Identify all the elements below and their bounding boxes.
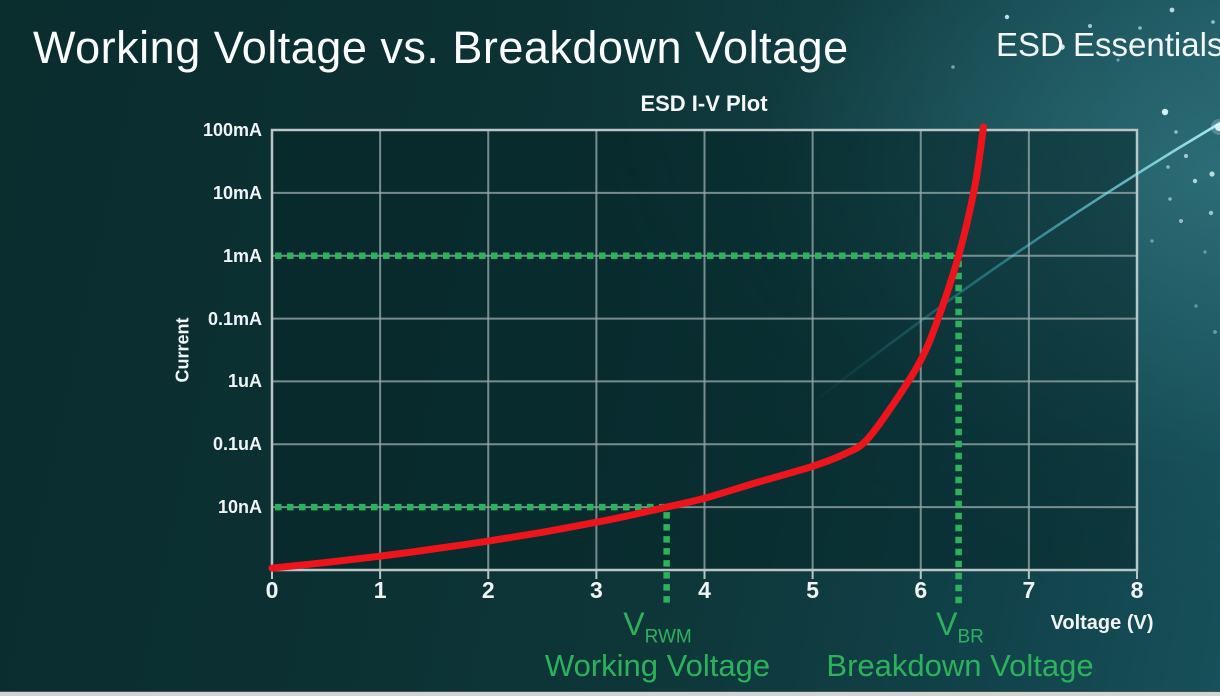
x-tick-label: 1 [373,577,387,603]
particle-dot [1174,130,1178,134]
particle-dot [1169,7,1175,13]
particle-dot [1004,14,1010,20]
particle-dot [1088,24,1092,28]
x-axis-title: Voltage (V) [1050,612,1154,634]
particle-dot [1209,171,1215,177]
x-tick-label: 8 [1130,577,1144,603]
particle-dot [1179,219,1183,223]
particle-dot [1215,123,1220,131]
vrwm-symbol-subscript: RWM [644,626,692,648]
y-tick-label: 1mA [222,245,262,266]
particle-dot [1213,330,1217,334]
plot-border [270,128,1139,572]
particle-dot [951,65,955,69]
particle-dot [1192,178,1198,184]
vrwm-symbol: VRWM [545,606,770,648]
x-tick-label: 2 [481,577,495,603]
particle-dot [1194,304,1198,308]
y-axis-title: Current [172,317,193,383]
x-tick-label: 0 [265,577,279,603]
y-tick-label: 0.1mA [207,308,262,329]
y-tick-label: 10nA [217,497,262,518]
bottom-edge-strip [0,691,1220,696]
vrwm-annotation: VRWM Working Voltage [544,606,771,684]
vbr-symbol-subscript: BR [957,626,984,648]
vrwm-symbol-letter: V [623,606,645,642]
particle-dot [1116,58,1120,62]
x-tick-label: 4 [698,577,711,603]
iv-curve [268,123,987,572]
particle-dot [1150,239,1154,243]
vbr-label: Breakdown Voltage [826,648,1094,684]
vbr-symbol-letter: V [936,606,958,642]
particle-dot [1138,26,1142,30]
slide-title: Working Voltage vs. Breakdown Voltage [33,22,849,73]
vbr-annotation: VBR Breakdown Voltage [826,606,1094,684]
y-tick-label: 100mA [202,120,262,140]
particle-dot [1166,165,1170,169]
x-tick-label: 6 [914,577,928,603]
particle-dot [1211,20,1215,24]
x-tick-label: 7 [1022,577,1036,603]
chart-title: ESD I-V Plot [640,91,768,116]
particle-dot [1203,250,1207,254]
vrwm-label: Working Voltage [544,648,771,684]
particle-dot [1059,44,1065,50]
brand-text: ESD Essentials [996,26,1220,63]
particle-dot [1161,108,1169,116]
x-tick-label: 3 [589,577,603,603]
vbr-symbol: VBR [826,606,1093,648]
particle-dot [1208,210,1214,216]
y-tick-label: 10mA [212,182,262,203]
y-tick-label: 1uA [227,371,262,392]
x-tick-label: 5 [806,577,820,603]
particle-dot [1168,197,1172,201]
particle-dot [1184,154,1188,158]
y-tick-label: 0.1uA [212,434,262,455]
decorative-swoosh [809,121,1220,407]
